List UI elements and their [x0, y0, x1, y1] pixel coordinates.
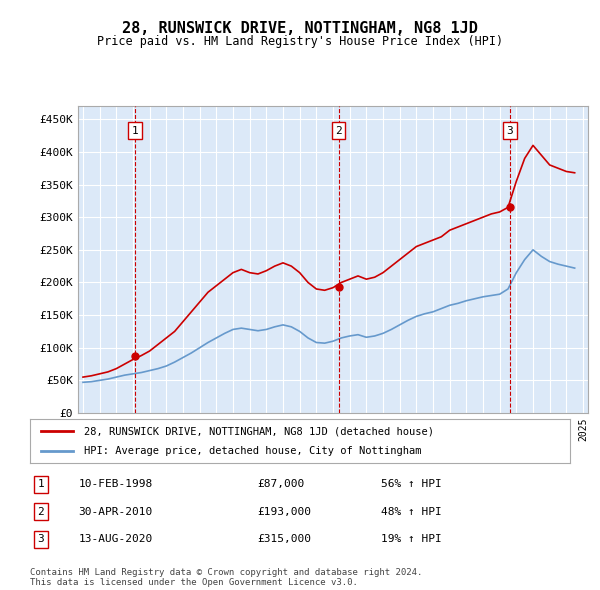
- Text: 28, RUNSWICK DRIVE, NOTTINGHAM, NG8 1JD: 28, RUNSWICK DRIVE, NOTTINGHAM, NG8 1JD: [122, 21, 478, 35]
- Text: £315,000: £315,000: [257, 535, 311, 544]
- Text: 1: 1: [131, 126, 139, 136]
- Text: 13-AUG-2020: 13-AUG-2020: [79, 535, 153, 544]
- Text: 56% ↑ HPI: 56% ↑ HPI: [381, 480, 442, 489]
- Text: 2: 2: [37, 507, 44, 517]
- Text: Contains HM Land Registry data © Crown copyright and database right 2024.
This d: Contains HM Land Registry data © Crown c…: [30, 568, 422, 587]
- Text: 28, RUNSWICK DRIVE, NOTTINGHAM, NG8 1JD (detached house): 28, RUNSWICK DRIVE, NOTTINGHAM, NG8 1JD …: [84, 427, 434, 436]
- Text: £193,000: £193,000: [257, 507, 311, 517]
- Text: 10-FEB-1998: 10-FEB-1998: [79, 480, 153, 489]
- Text: HPI: Average price, detached house, City of Nottingham: HPI: Average price, detached house, City…: [84, 446, 421, 455]
- Text: 19% ↑ HPI: 19% ↑ HPI: [381, 535, 442, 544]
- Text: £87,000: £87,000: [257, 480, 304, 489]
- Text: 3: 3: [506, 126, 514, 136]
- Text: 30-APR-2010: 30-APR-2010: [79, 507, 153, 517]
- Text: 1: 1: [37, 480, 44, 489]
- Text: 3: 3: [37, 535, 44, 544]
- Text: 2: 2: [335, 126, 342, 136]
- Text: 48% ↑ HPI: 48% ↑ HPI: [381, 507, 442, 517]
- Text: Price paid vs. HM Land Registry's House Price Index (HPI): Price paid vs. HM Land Registry's House …: [97, 35, 503, 48]
